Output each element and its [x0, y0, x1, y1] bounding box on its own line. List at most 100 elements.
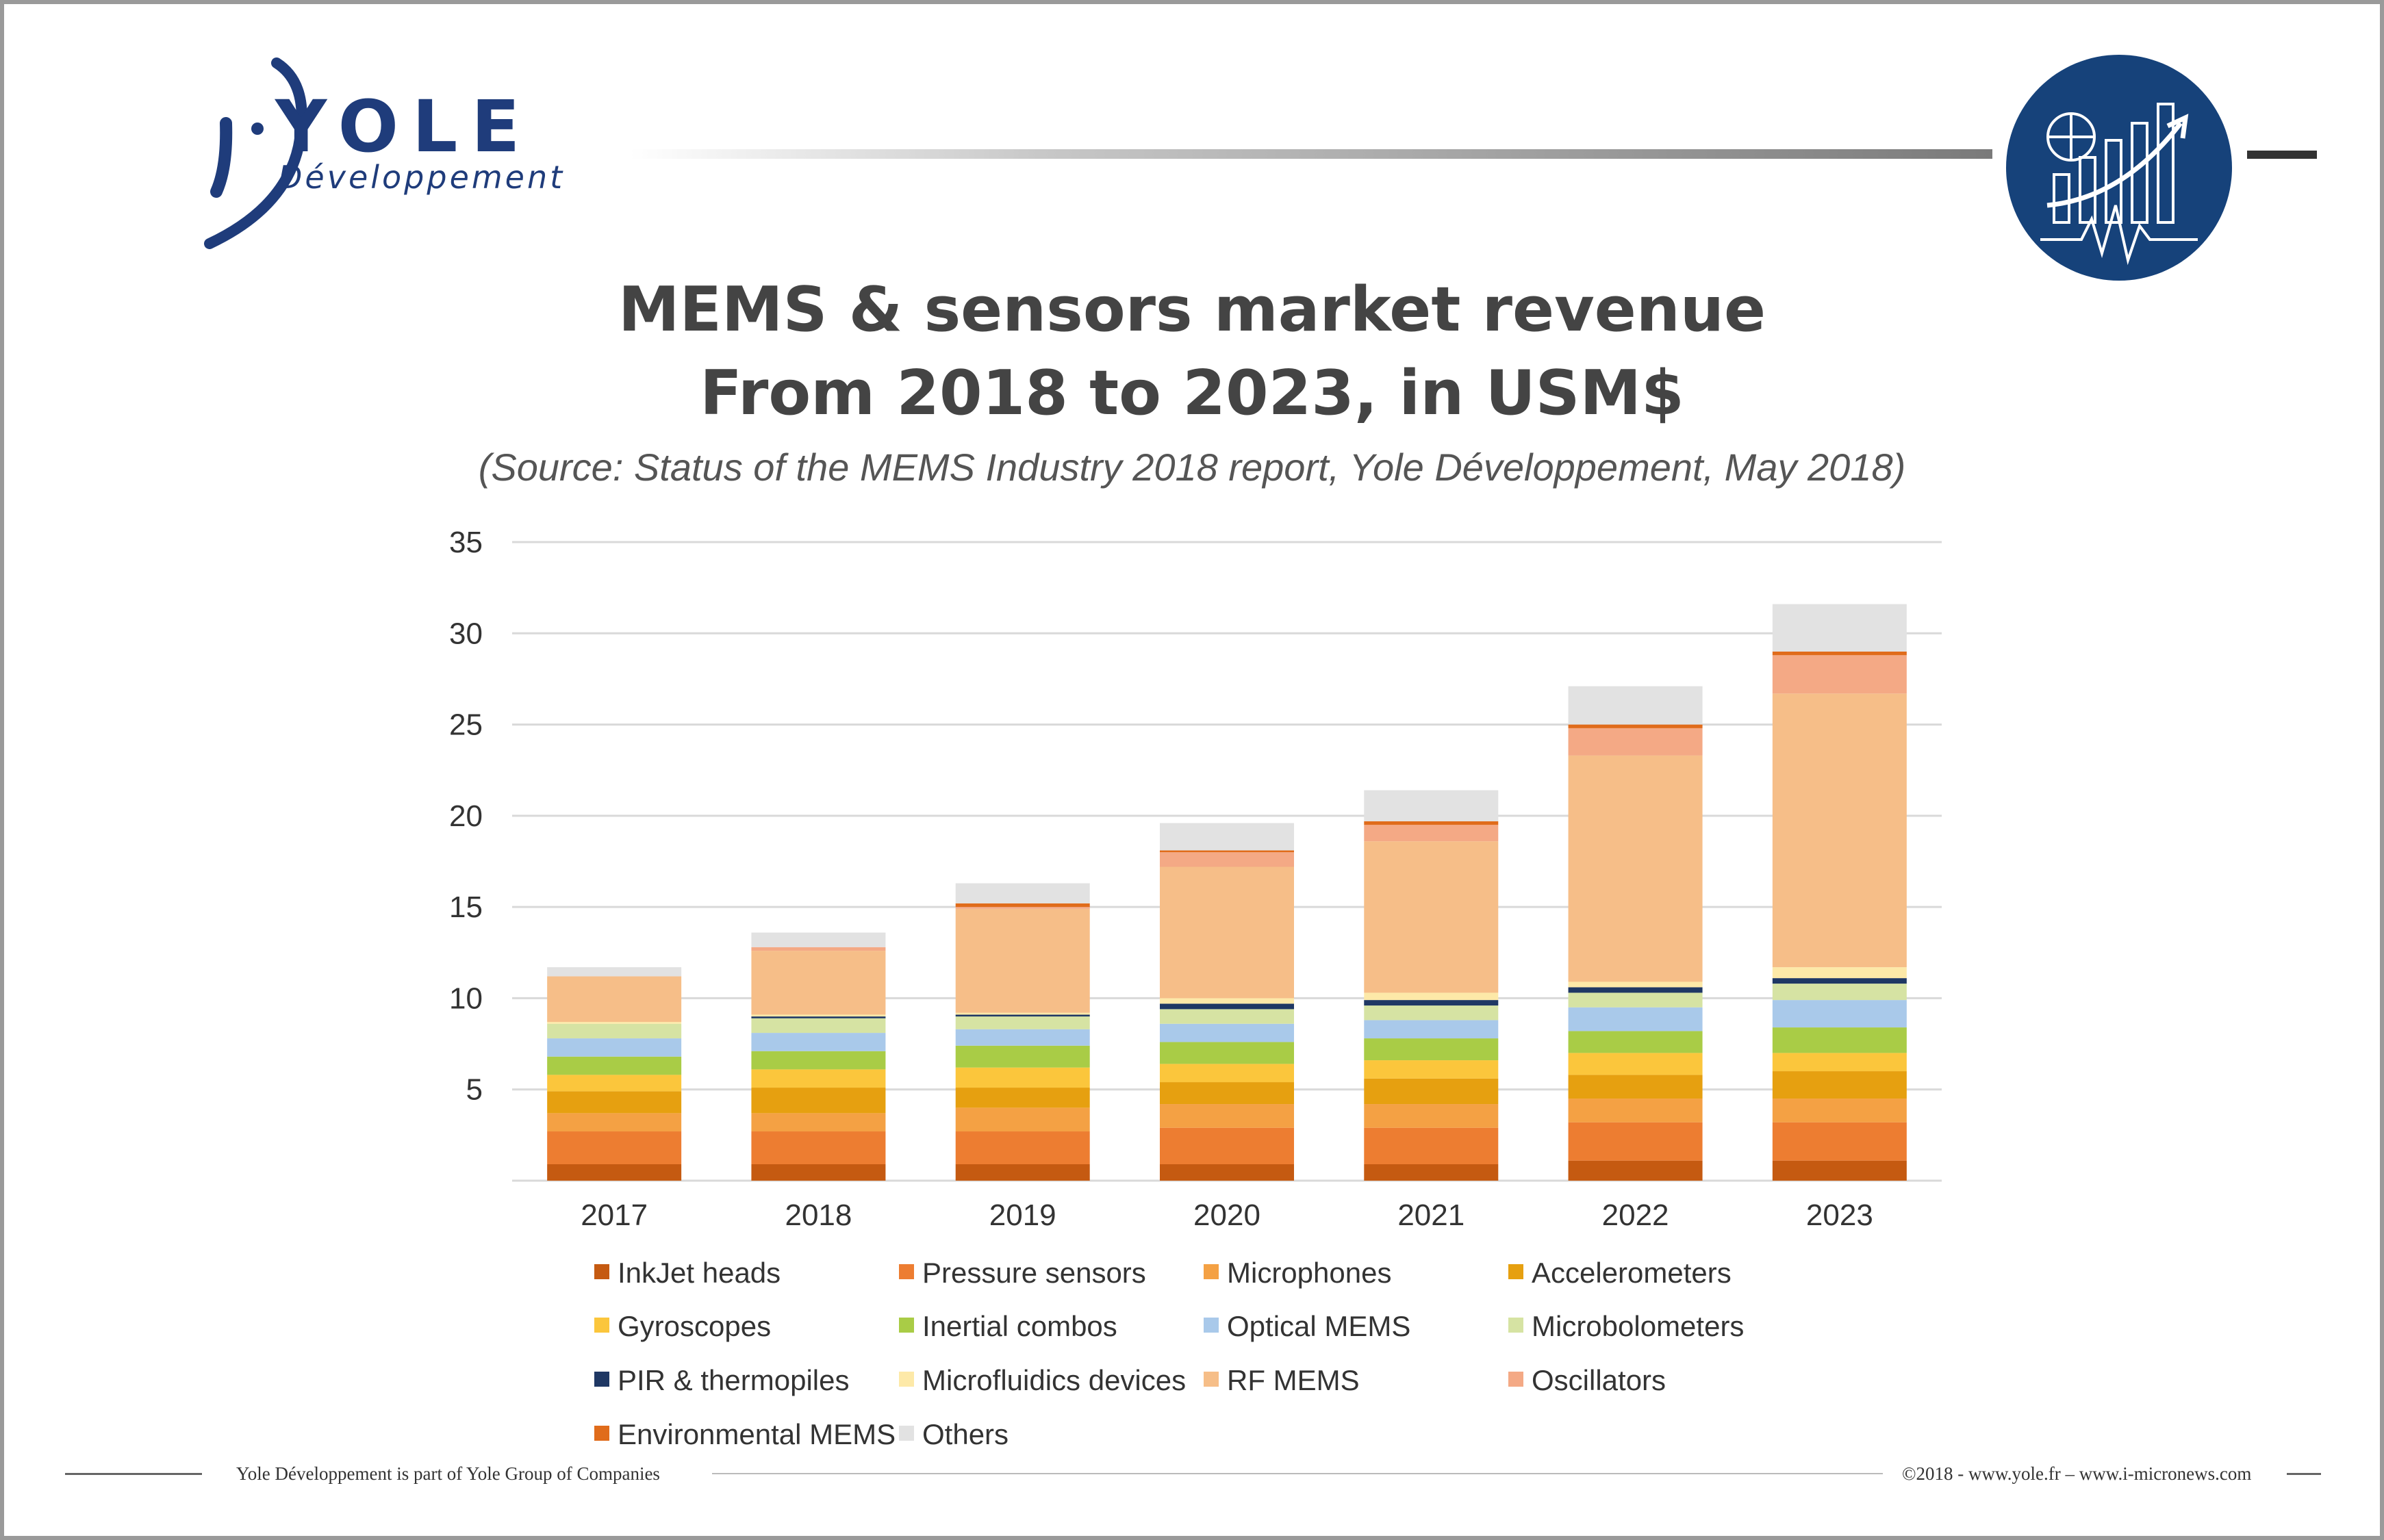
bar-segment [547, 1113, 682, 1132]
header-divider-end [2247, 151, 2317, 159]
bar-segment [1364, 790, 1499, 821]
bar-segment [1772, 1099, 1907, 1122]
bar-segment [547, 1022, 682, 1024]
bar-segment [955, 1014, 1090, 1017]
bar-segment [1772, 978, 1907, 984]
chart-subtitle: (Source: Status of the MEMS Industry 201… [478, 446, 1906, 489]
bar-segment [1568, 724, 1703, 728]
bar-segment [1160, 823, 1294, 851]
bar-segment [1568, 1075, 1703, 1099]
bar-segment [547, 1023, 682, 1039]
bar-segment [751, 932, 886, 947]
legend-swatch [1204, 1264, 1219, 1279]
legend-label: Pressure sensors [922, 1257, 1146, 1289]
bar-segment [1160, 1064, 1294, 1083]
bar-segment [1568, 1007, 1703, 1031]
x-tick-label: 2018 [785, 1198, 852, 1232]
legend-label: Microbolometers [1532, 1310, 1744, 1342]
bar-segment [1364, 1060, 1499, 1079]
bar-segment [1772, 655, 1907, 694]
legend-swatch [1508, 1264, 1523, 1279]
legend-label: Optical MEMS [1227, 1310, 1410, 1342]
bar-segment [751, 951, 886, 1015]
bar-segment [1364, 1000, 1499, 1006]
x-tick-label: 2017 [581, 1198, 648, 1232]
bar-segment [1772, 693, 1907, 968]
legend-label: Others [922, 1418, 1009, 1450]
header-divider [630, 149, 1992, 159]
bar-segment [751, 1014, 886, 1017]
bar-segment [1364, 825, 1499, 842]
legend-swatch [594, 1426, 609, 1441]
footer-left-text: Yole Développement is part of Yole Group… [236, 1463, 660, 1484]
y-tick-label: 5 [466, 1073, 483, 1107]
legend-swatch [899, 1372, 914, 1387]
x-tick-label: 2023 [1806, 1198, 1873, 1232]
bar-segment [751, 1088, 886, 1114]
x-tick-label: 2020 [1193, 1198, 1260, 1232]
legend-swatch [1508, 1318, 1523, 1333]
footer-right-text: ©2018 - www.yole.fr – www.i-micronews.co… [1902, 1463, 2252, 1484]
bar-segment [547, 967, 682, 977]
bar-segment [1568, 992, 1703, 1008]
bar-segment [1160, 1164, 1294, 1181]
bar-segment [955, 1107, 1090, 1132]
bar-segment [547, 976, 682, 1023]
bar-segment [1160, 867, 1294, 999]
legend-label: PIR & thermopiles [618, 1364, 849, 1396]
legend-swatch [899, 1264, 914, 1279]
bar-segment [751, 947, 886, 951]
bar-segment [1160, 1042, 1294, 1064]
bar-segment [955, 1067, 1090, 1088]
bar-segment [751, 1051, 886, 1070]
legend-label: Environmental MEMS [618, 1418, 896, 1450]
bar-segment [955, 1016, 1090, 1029]
y-tick-label: 25 [449, 708, 483, 742]
y-tick-label: 15 [449, 890, 483, 924]
bar-segment [1772, 651, 1907, 656]
bar-segment [547, 1091, 682, 1114]
bar-segment [955, 1012, 1090, 1015]
bar-segment [955, 903, 1090, 908]
bar-segment [955, 1088, 1090, 1108]
legend-label: Microfluidics devices [922, 1364, 1186, 1396]
bar-segment [1160, 850, 1294, 853]
bar-segment [955, 908, 1090, 1013]
legend-swatch [594, 1318, 609, 1333]
y-tick-label: 35 [449, 526, 483, 559]
legend-label: Microphones [1227, 1257, 1391, 1289]
chart-title-line2: From 2018 to 2023, in USM$ [700, 357, 1684, 429]
bar-segment [1772, 967, 1907, 979]
logo-subtitle: Développement [278, 159, 566, 196]
bar-segment [547, 1164, 682, 1181]
legend-swatch [899, 1318, 914, 1333]
bar-segment [955, 883, 1090, 903]
legend-swatch [594, 1264, 609, 1279]
bar-segment [1160, 1104, 1294, 1128]
legend-swatch [899, 1426, 914, 1441]
bar-segment [1772, 604, 1907, 652]
bar-segment [1772, 1053, 1907, 1072]
bar-segment [1364, 841, 1499, 993]
logo-name: YOLE [275, 85, 534, 168]
bar-segment [955, 1045, 1090, 1068]
y-tick-label: 30 [449, 617, 483, 650]
bar-segment [955, 1131, 1090, 1165]
footer-line-right [2287, 1473, 2321, 1475]
bar-segment [547, 1038, 682, 1057]
bar-segment [1160, 1127, 1294, 1165]
bar-segment [1160, 852, 1294, 867]
x-tick-label: 2022 [1602, 1198, 1669, 1232]
bar-segment [1568, 1160, 1703, 1181]
yole-logo [204, 57, 307, 249]
bar-segment [1364, 1038, 1499, 1061]
bar-segment [1160, 998, 1294, 1004]
legend-swatch [594, 1372, 609, 1387]
bar-segment [1772, 984, 1907, 1001]
bar-segment [1160, 1009, 1294, 1024]
bar-segment [547, 1056, 682, 1075]
bar-segment [1772, 1027, 1907, 1053]
bar-segment [1364, 992, 1499, 1001]
bar-segment [955, 1164, 1090, 1181]
